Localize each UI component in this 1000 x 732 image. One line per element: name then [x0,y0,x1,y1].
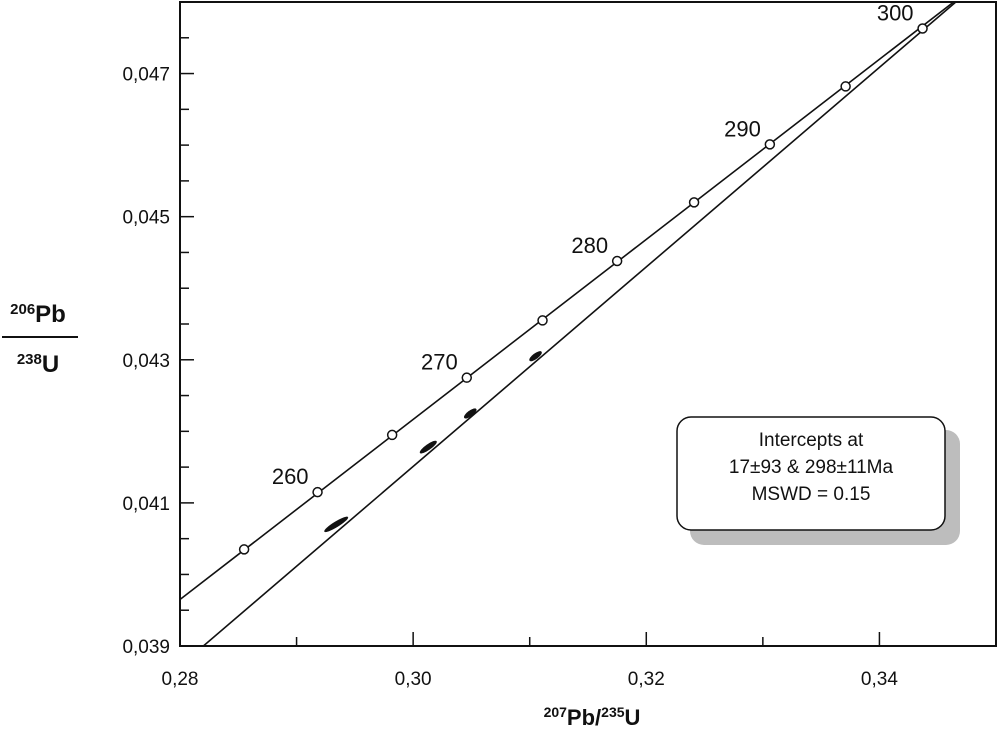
concordia-age-marker [386,429,398,441]
annotation-line-2: 17±93 & 298±11Ma [729,457,894,478]
error-ellipse [463,408,477,419]
concordia-age-marker [611,255,623,267]
y-axis-title: 206Pb 238U [2,301,78,378]
svg-text:207Pb/235U: 207Pb/235U [544,704,641,730]
y-tick-label: 0,041 [122,494,170,515]
x-title-slash: / [595,705,601,730]
concordia-age-marker [312,486,323,498]
annotation-box-frame [676,416,946,531]
intercepts-annotation-box: Intercepts at 17±93 & 298±11Ma MSWD = 0.… [676,416,960,545]
concordia-age-label: 260 [272,464,309,489]
error-ellipse [529,351,542,362]
axis-ticks: 0,28 0,30 0,32 0,34 0,039 0,041 0,043 0,045 0,04… [122,37,997,690]
concordia-age-marker [238,544,250,555]
y-tick-label: 0,045 [122,208,170,229]
x-title-mass-207: 207 [544,704,568,720]
concordia-age-marker [688,197,700,208]
x-title-mass-235: 235 [601,704,625,720]
x-tick-label: 0,28 [162,669,199,690]
y-tick-label: 0,043 [122,351,170,372]
y-title-den-mass-238: 238 [17,351,42,368]
y-tick-label: 0,047 [122,65,170,86]
svg-text:238U: 238U [17,351,59,378]
annotation-line-3: MSWD = 0.15 [752,484,871,505]
y-title-num-element-pb: Pb [35,301,66,328]
x-title-element-u: U [625,705,641,730]
concordia-age-marker [537,315,548,326]
x-axis-title: 207Pb/235U [544,704,641,730]
y-title-num-mass-206: 206 [10,301,35,318]
x-title-element-pb: Pb [567,705,595,730]
discordia-line [202,2,958,646]
concordia-age-marker [840,81,851,92]
concordia-age-label: 280 [571,233,608,258]
y-tick-label: 0,039 [122,637,170,658]
concordia-age-label: 270 [421,350,458,375]
x-tick-label: 0,30 [395,669,432,690]
x-tick-label: 0,32 [628,669,665,690]
x-tick-label: 0,34 [861,669,898,690]
y-title-den-element-u: U [42,351,59,378]
svg-text:206Pb: 206Pb [10,301,66,328]
concordia-age-marker [917,23,928,34]
concordia-age-marker [461,372,473,383]
annotation-line-1: Intercepts at [759,430,864,451]
concordia-age-marker [764,139,776,150]
error-ellipse [324,516,349,533]
error-ellipse [419,440,437,454]
concordia-age-label: 300 [877,0,914,25]
concordia-age-label: 290 [724,116,761,141]
